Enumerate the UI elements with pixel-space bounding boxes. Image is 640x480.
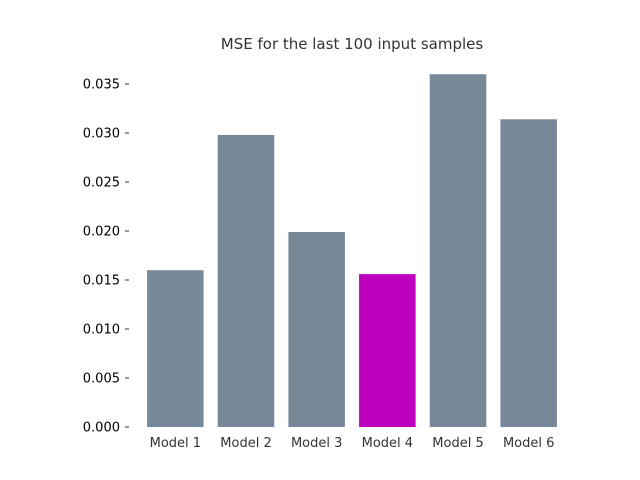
x-tick-label: Model 5: [432, 436, 483, 451]
x-tick-label: Model 4: [362, 436, 413, 451]
bar-model-4: [359, 274, 416, 427]
bars-group: [147, 74, 557, 427]
bar-model-1: [147, 270, 204, 427]
x-tick-label: Model 6: [503, 436, 554, 451]
chart-title: MSE for the last 100 input samples: [221, 35, 484, 53]
y-axis: 0.000 0.005 0.010 0.015 0.020 0.025 0.030 0.035: [83, 78, 129, 436]
bar-model-5: [429, 74, 487, 427]
y-tick-label: 0.000: [83, 421, 120, 436]
y-tick-label: 0.020: [83, 225, 120, 240]
bar-model-2: [217, 134, 275, 427]
y-tick-label: 0.015: [83, 274, 120, 289]
y-tick-label: 0.005: [83, 372, 120, 387]
y-tick-label: 0.030: [83, 127, 120, 142]
y-tick-label: 0.035: [83, 78, 120, 93]
bar-model-3: [288, 231, 345, 427]
y-tick-label: 0.025: [83, 176, 120, 191]
y-tick-label: 0.010: [83, 323, 120, 338]
bar-model-6: [500, 119, 557, 427]
x-axis: Model 1 Model 2 Model 3 Model 4 Model 5 Model…: [150, 427, 554, 451]
x-tick-label: Model 2: [220, 436, 271, 451]
x-tick-label: Model 3: [291, 436, 342, 451]
x-tick-label: Model 1: [150, 436, 201, 451]
